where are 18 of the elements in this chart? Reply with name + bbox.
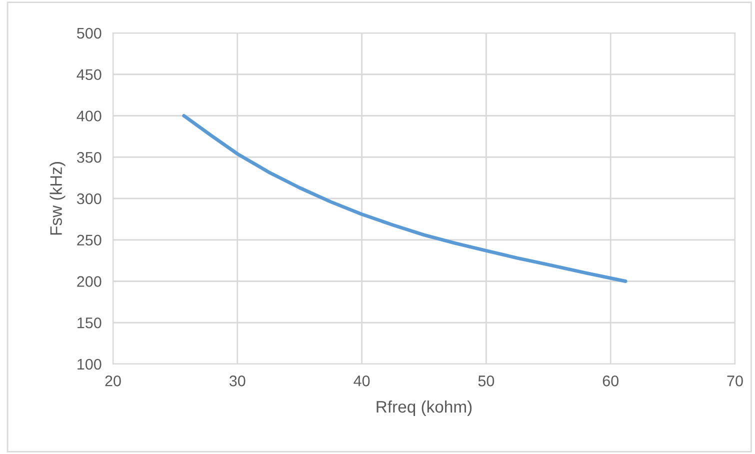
y-tick-label: 250: [77, 234, 102, 246]
y-tick-label: 450: [76, 69, 102, 80]
x-tick-label: 60: [602, 376, 618, 386]
x-tick-label: 20: [105, 376, 121, 386]
x-tick-label: 50: [478, 376, 494, 386]
y-axis-title: Fsw (kHz): [50, 162, 66, 235]
y-tick-label: 200: [77, 276, 102, 287]
x-axis-title: Rfreq (kohm): [376, 400, 472, 416]
y-tick-label: 100: [78, 358, 102, 370]
x-tick-label: 30: [229, 376, 246, 386]
y-tick-label: 300: [76, 193, 102, 204]
y-tick-label: 400: [76, 110, 102, 122]
y-tick-label: 500: [77, 28, 102, 39]
x-tick-label: 70: [727, 376, 743, 386]
line-series: [182, 114, 628, 283]
y-tick-label: 150: [78, 317, 102, 328]
x-tick-label: 40: [354, 376, 370, 386]
y-tick-label: 350: [76, 152, 102, 163]
